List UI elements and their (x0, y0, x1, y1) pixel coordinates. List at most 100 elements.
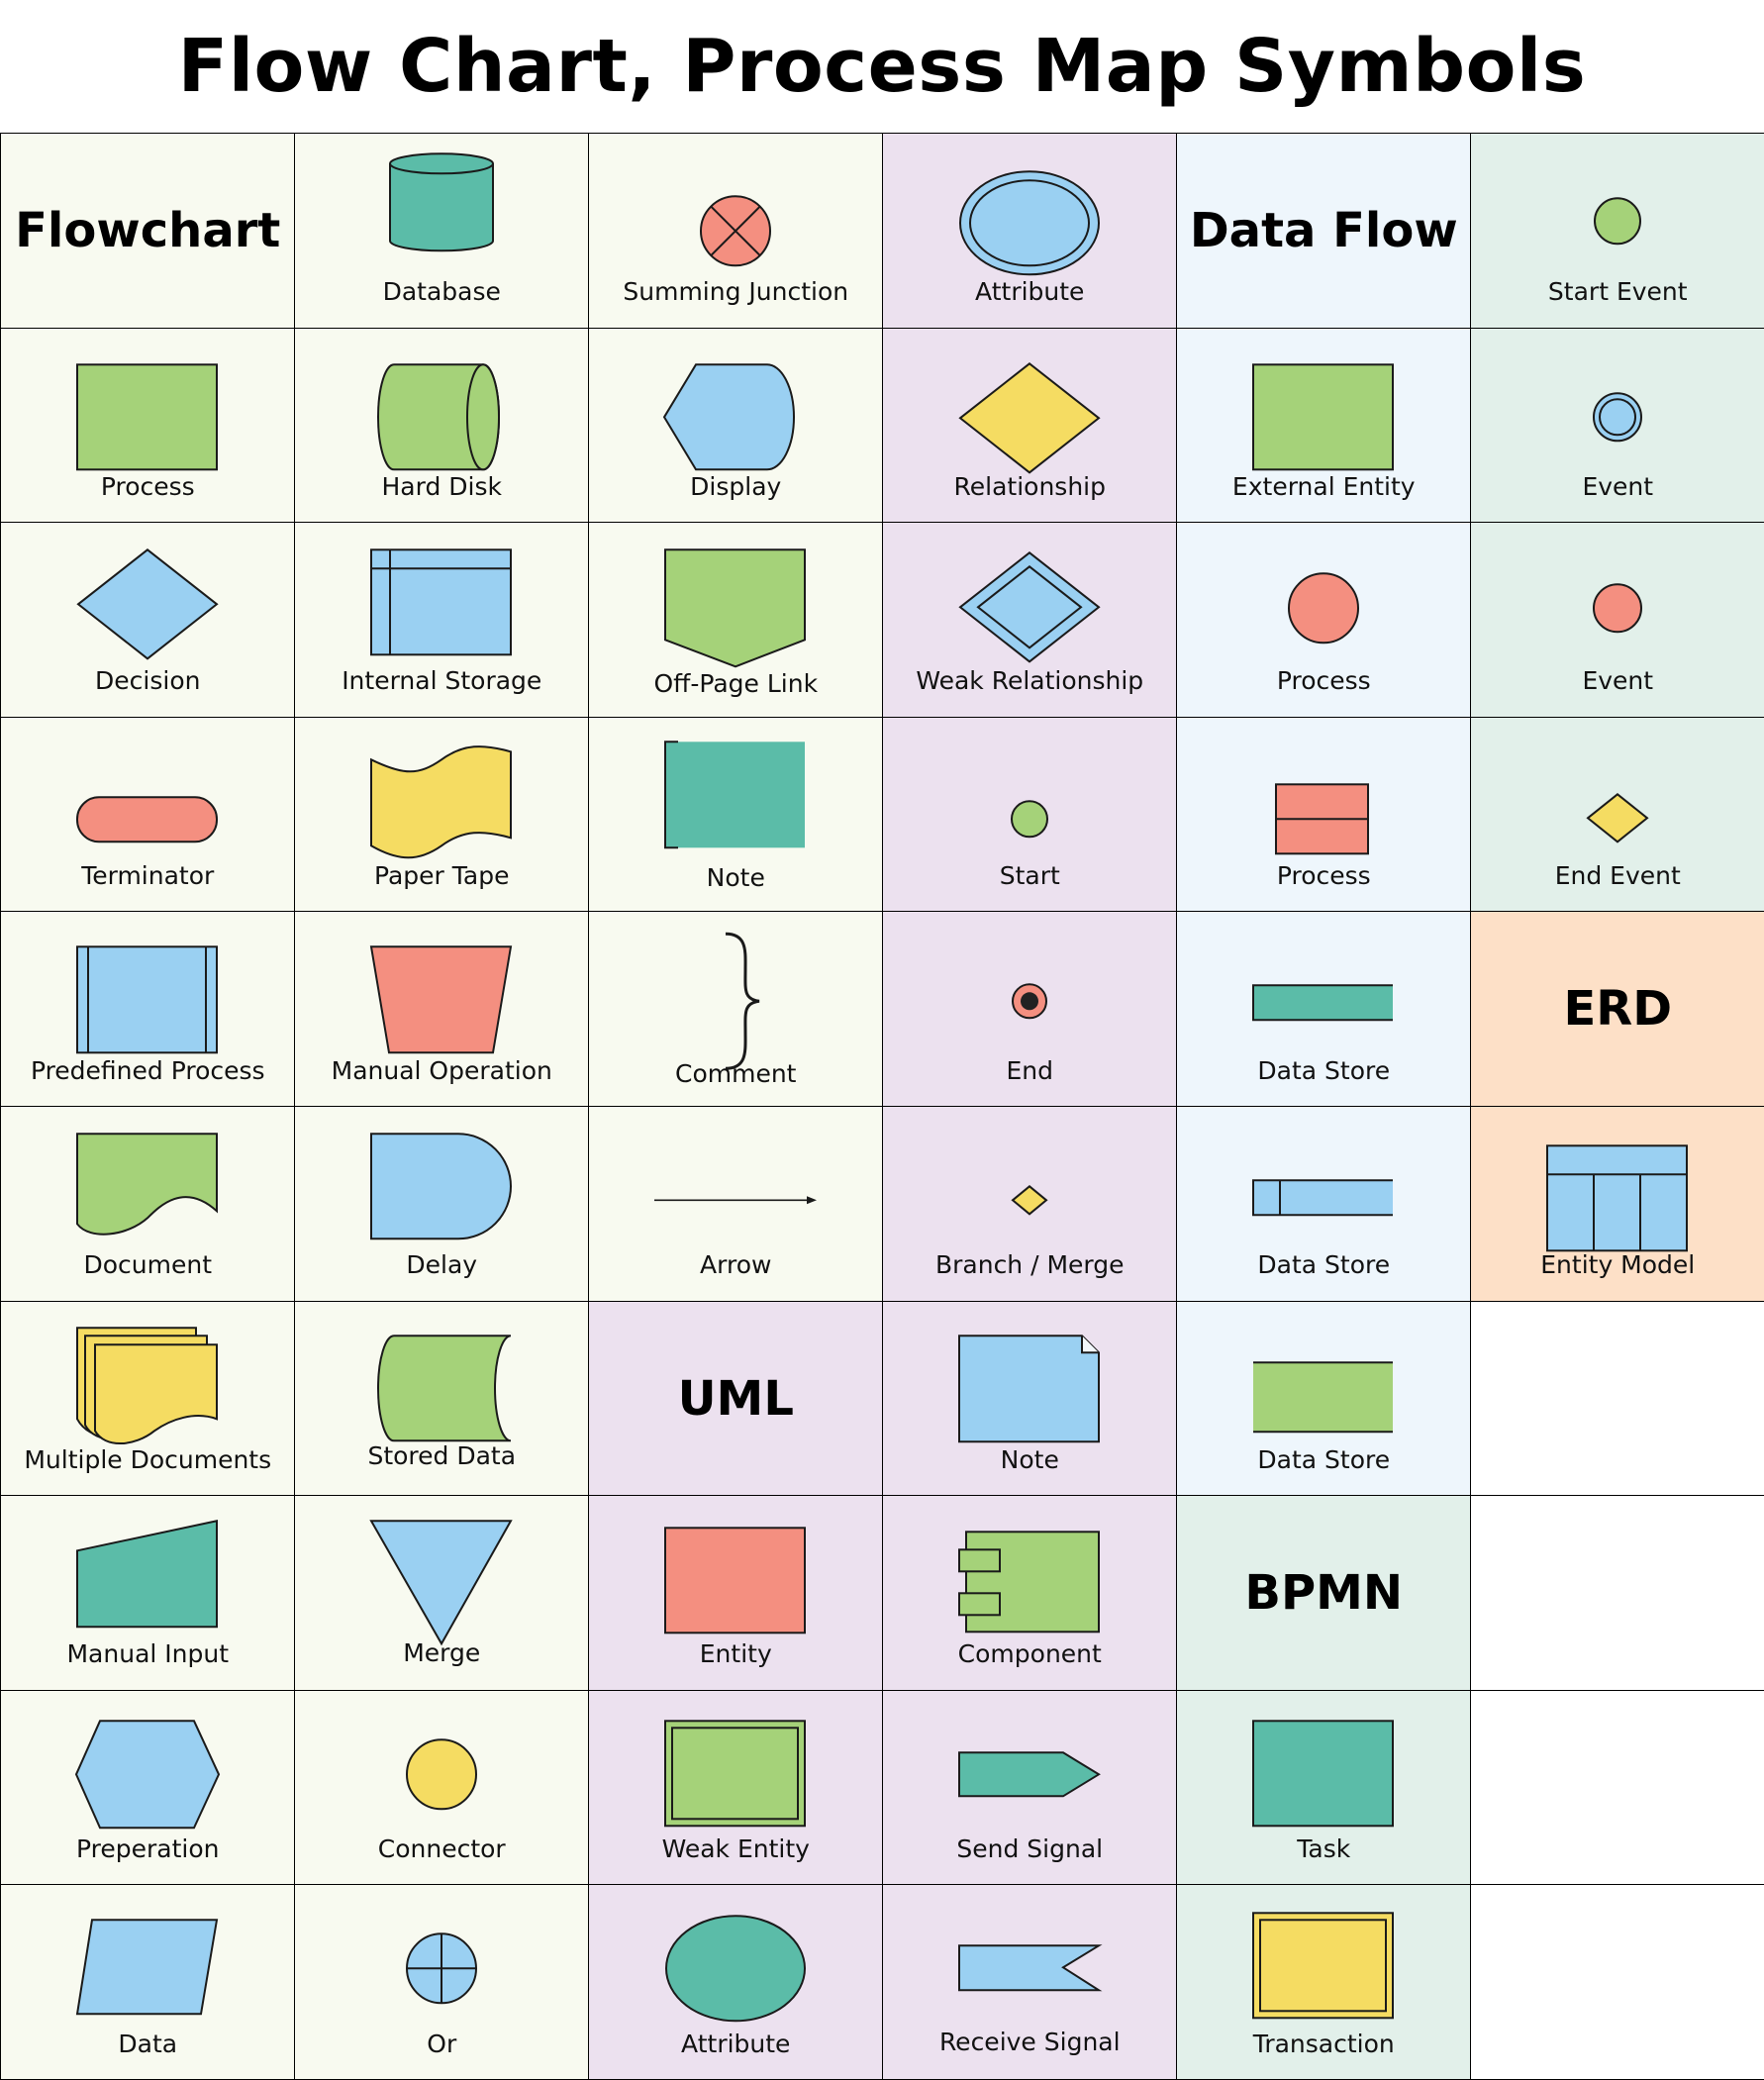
symbol-label: Off-Page Link (653, 669, 819, 699)
multiple-documents-icon (76, 1326, 218, 1444)
empty-cell (1470, 1884, 1764, 2080)
symbol-cell: Event (1470, 327, 1764, 524)
section-heading-cell: Data Flow (1176, 133, 1472, 330)
process-rectangle-icon (76, 362, 218, 470)
attribute-ellipse-icon (665, 1915, 806, 2023)
symbol-label: Data Store (1257, 1055, 1391, 1085)
symbol-label: Attribute (681, 2029, 791, 2058)
symbol-cell: Comment (588, 911, 884, 1108)
symbol-cell: Note (588, 716, 884, 913)
symbol-label: Or (427, 2029, 457, 2058)
symbol-label: End (1006, 1055, 1053, 1085)
symbol-label: Attribute (975, 277, 1085, 307)
note-bracket-icon (664, 741, 805, 849)
symbol-label: Send Signal (956, 1834, 1104, 1864)
symbol-cell: Summing Junction (588, 133, 884, 330)
symbol-label: Relationship (953, 471, 1106, 501)
symbol-label: Multiple Documents (24, 1444, 272, 1474)
delay-icon (370, 1133, 512, 1240)
symbol-cell: End Event (1470, 716, 1764, 913)
symbol-cell: Transaction (1176, 1884, 1472, 2080)
symbol-cell: Entity (588, 1495, 884, 1692)
event-red-icon (1593, 583, 1642, 634)
symbol-label: Connector (377, 1834, 506, 1864)
symbol-label: Preperation (76, 1834, 220, 1864)
attribute-double-ellipse-icon (959, 170, 1100, 276)
symbol-cell: Data Store (1176, 1106, 1472, 1303)
symbol-label: Comment (675, 1058, 797, 1088)
merge-triangle-icon (369, 1520, 513, 1646)
section-heading: Flowchart (15, 203, 281, 259)
document-icon (76, 1133, 218, 1236)
manual-input-icon (76, 1520, 218, 1629)
symbol-cell: Connector (294, 1689, 590, 1886)
data-parallelogram-icon (75, 1919, 219, 2016)
process-circle-icon (1288, 572, 1359, 644)
symbol-label: External Entity (1231, 471, 1416, 501)
symbol-label: Receive Signal (938, 2027, 1121, 2056)
section-heading: Data Flow (1189, 203, 1458, 259)
symbol-label: Event (1582, 471, 1654, 501)
symbol-cell: Event (1470, 522, 1764, 719)
symbol-cell: Display (588, 327, 884, 524)
symbol-label: Manual Operation (331, 1055, 552, 1085)
external-entity-icon (1252, 362, 1394, 470)
symbol-cell: Data Store (1176, 1300, 1472, 1497)
symbol-label: Transaction (1252, 2029, 1395, 2058)
entity-icon (664, 1527, 806, 1634)
section-heading-cell: Flowchart (0, 133, 296, 330)
manual-operation-icon (369, 945, 513, 1054)
uml-start-icon (1011, 800, 1048, 839)
entity-model-icon (1546, 1144, 1688, 1252)
symbol-label: Event (1582, 666, 1654, 696)
symbol-label: Summing Junction (623, 277, 849, 307)
component-icon (958, 1531, 1100, 1634)
decision-diamond-icon (76, 548, 219, 660)
display-icon (662, 362, 795, 470)
uml-end-icon (1012, 983, 1047, 1020)
symbol-cell: Relationship (882, 327, 1178, 524)
symbol-label: Weak Relationship (916, 666, 1144, 696)
or-circle-icon (406, 1932, 477, 2005)
symbol-label: Data Store (1257, 1444, 1391, 1474)
internal-storage-icon (370, 548, 512, 656)
send-signal-icon (958, 1751, 1101, 1798)
symbol-label: Merge (403, 1637, 481, 1667)
comment-brace-icon (725, 933, 760, 1071)
symbol-label: End Event (1554, 861, 1681, 891)
section-heading-cell: UML (588, 1300, 884, 1497)
process-split-box-icon (1275, 783, 1369, 855)
task-icon (1252, 1720, 1394, 1828)
preparation-hexagon-icon (74, 1720, 221, 1830)
symbol-label: Process (1276, 666, 1371, 696)
symbol-cell: Process (0, 327, 296, 524)
symbol-label: Entity (699, 1639, 772, 1669)
symbol-cell: Paper Tape (294, 716, 590, 913)
symbol-cell: Terminator (0, 716, 296, 913)
symbol-cell: Arrow (588, 1106, 884, 1303)
off-page-link-icon (664, 548, 806, 668)
weak-entity-icon (664, 1720, 806, 1828)
section-heading-cell: ERD (1470, 911, 1764, 1108)
paper-tape-icon (370, 744, 512, 858)
symbol-label: Process (100, 471, 195, 501)
symbol-cell: Process (1176, 522, 1472, 719)
symbol-label: Data (118, 2029, 178, 2058)
symbol-cell: Hard Disk (294, 327, 590, 524)
symbol-label: Manual Input (66, 1639, 230, 1669)
symbol-cell: Attribute (588, 1884, 884, 2080)
symbol-cell: Stored Data (294, 1300, 590, 1497)
symbol-cell: Or (294, 1884, 590, 2080)
symbol-label: Stored Data (367, 1440, 517, 1470)
symbol-cell: Merge (294, 1495, 590, 1692)
arrow-icon (654, 1196, 817, 1205)
symbol-cell: Note (882, 1300, 1178, 1497)
predefined-process-icon (76, 945, 218, 1054)
symbol-cell: Component (882, 1495, 1178, 1692)
symbol-cell: Delay (294, 1106, 590, 1303)
relationship-diamond-icon (958, 361, 1101, 474)
symbol-cell: Data (0, 1884, 296, 2080)
symbol-label: Display (690, 471, 782, 501)
symbol-cell: Start (882, 716, 1178, 913)
symbol-label: Component (957, 1639, 1102, 1669)
